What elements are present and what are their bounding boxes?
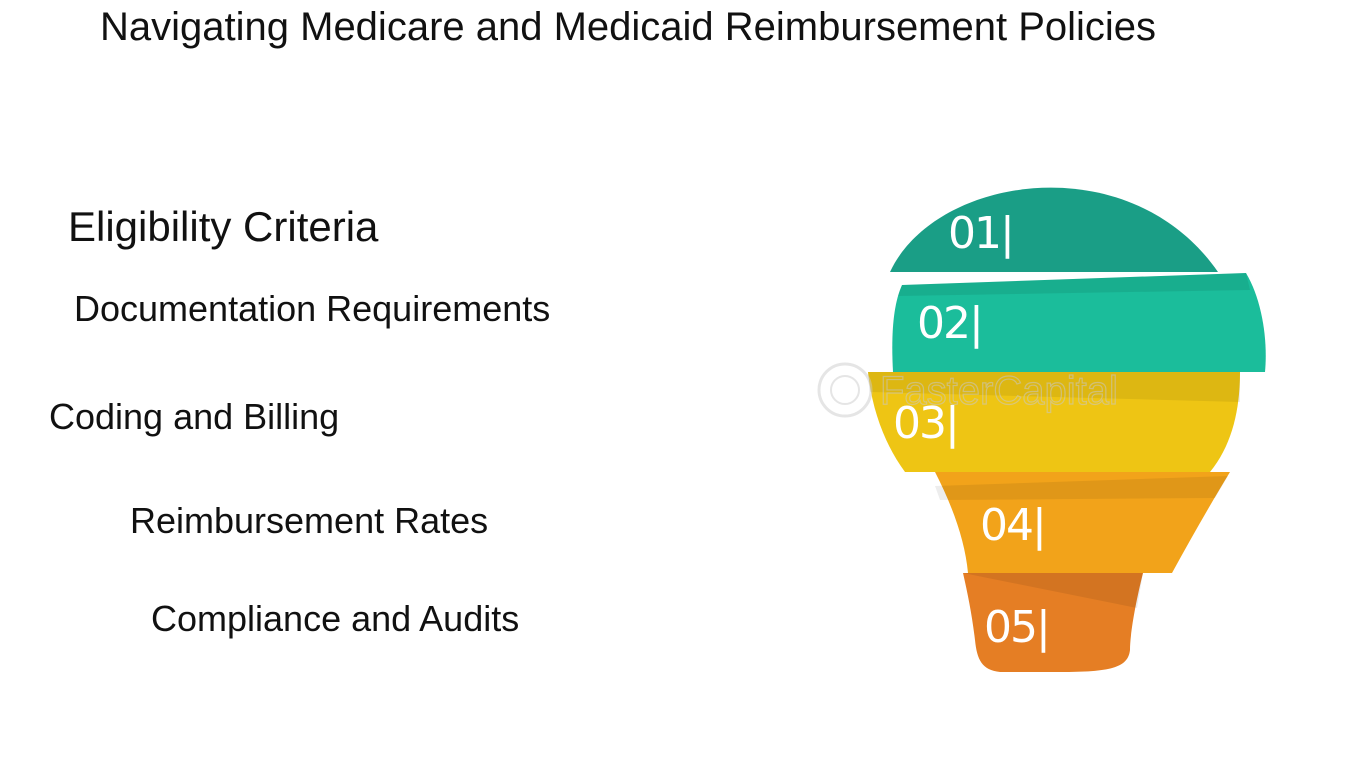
bulb-segment-02-shade (898, 273, 1250, 296)
watermark-logo (817, 362, 873, 418)
watermark-text: FasterCapital (880, 369, 1118, 413)
step-number-03: 03| (893, 398, 958, 449)
page-title: Navigating Medicare and Medicaid Reimbur… (100, 5, 1157, 49)
bulb-segment-04-shade (935, 476, 1228, 500)
bulb-segment-03-shade (868, 372, 1240, 402)
bulb-segment-02 (892, 273, 1266, 372)
bulb-segment-03 (868, 372, 1240, 472)
bulb-segment-01 (890, 187, 1218, 272)
step-number-01: 01| (948, 208, 1013, 259)
step-number-04: 04| (980, 500, 1045, 551)
step-number-02: 02| (917, 298, 982, 349)
bulb-segment-05 (963, 573, 1143, 672)
bulb-segment-05-shade (963, 573, 1143, 608)
step-number-05: 05| (984, 602, 1049, 653)
step-label-coding-and-billing: Coding and Billing (49, 396, 340, 437)
step-label-reimbursement-rates: Reimbursement Rates (130, 500, 489, 541)
step-label-documentation-requirements: Documentation Requirements (74, 288, 551, 329)
step-label-eligibility-criteria: Eligibility Criteria (68, 203, 379, 250)
step-label-compliance-and-audits: Compliance and Audits (151, 598, 520, 639)
bulb-segment-04 (935, 472, 1230, 573)
